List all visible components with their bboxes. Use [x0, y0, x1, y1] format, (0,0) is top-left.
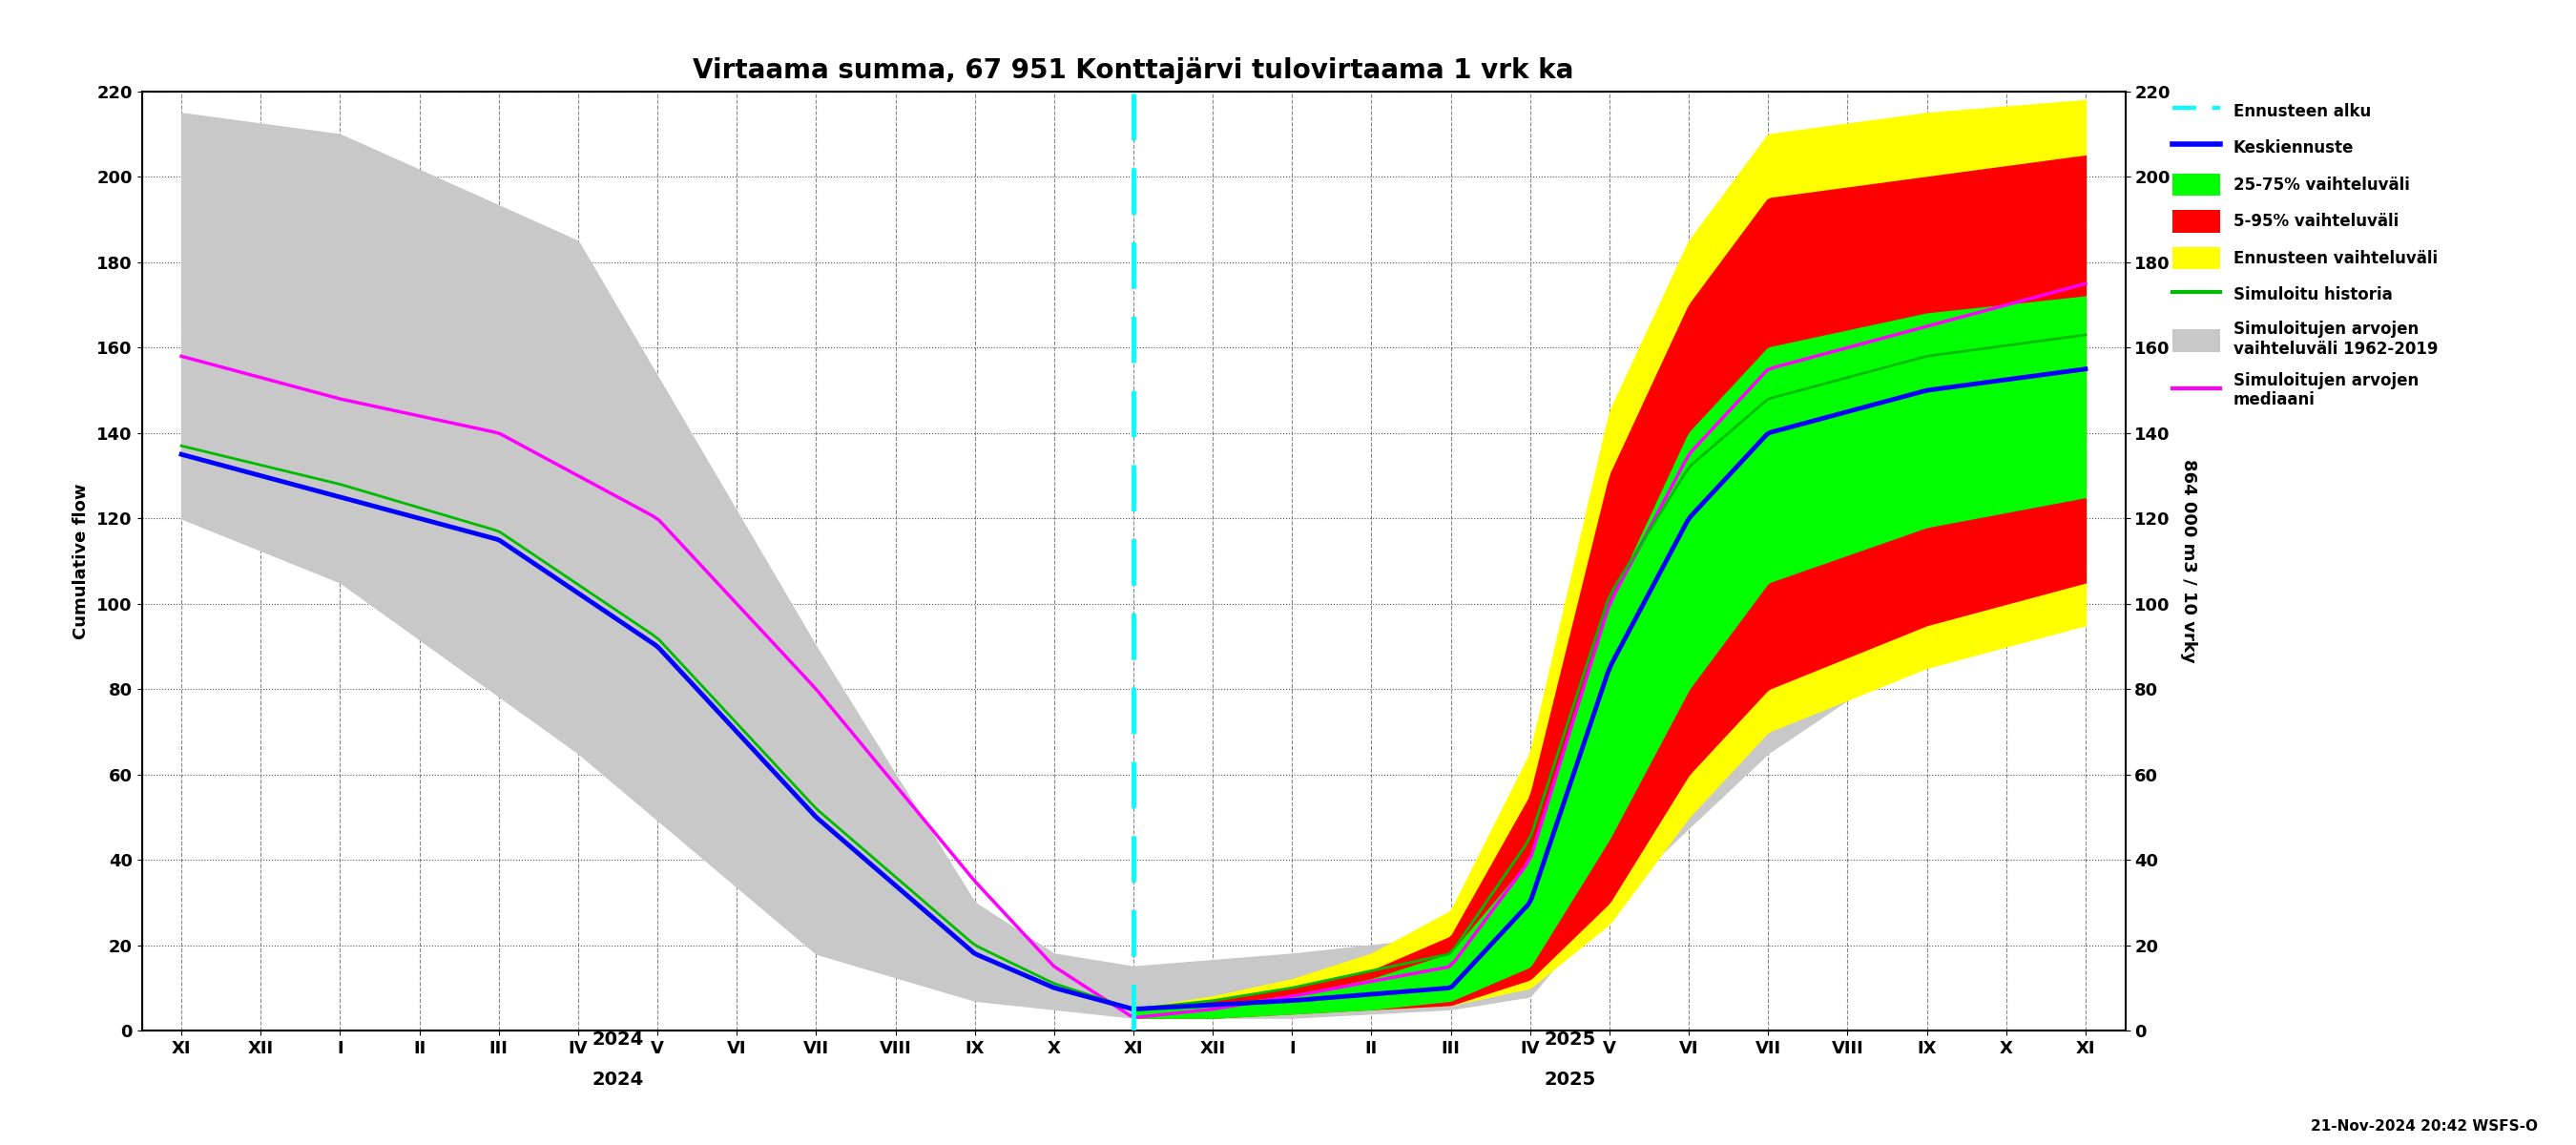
Title: Virtaama summa, 67 951 Konttajärvi tulovirtaama 1 vrk ka: Virtaama summa, 67 951 Konttajärvi tulov… — [693, 57, 1574, 84]
Y-axis label: 864 000 m3 / 10 vrky: 864 000 m3 / 10 vrky — [2179, 459, 2197, 663]
Text: 2025: 2025 — [1543, 1030, 1595, 1049]
Text: 2025: 2025 — [1543, 1071, 1595, 1089]
Legend: Ennusteen alku, Keskiennuste, 25-75% vaihteluväli, 5-95% vaihteluväli, Ennusteen: Ennusteen alku, Keskiennuste, 25-75% vai… — [2172, 100, 2437, 409]
Y-axis label: Cumulative flow: Cumulative flow — [72, 483, 90, 639]
Text: 2024: 2024 — [592, 1071, 644, 1089]
Text: 2024: 2024 — [592, 1030, 644, 1049]
Text: 21-Nov-2024 20:42 WSFS-O: 21-Nov-2024 20:42 WSFS-O — [2311, 1120, 2537, 1134]
